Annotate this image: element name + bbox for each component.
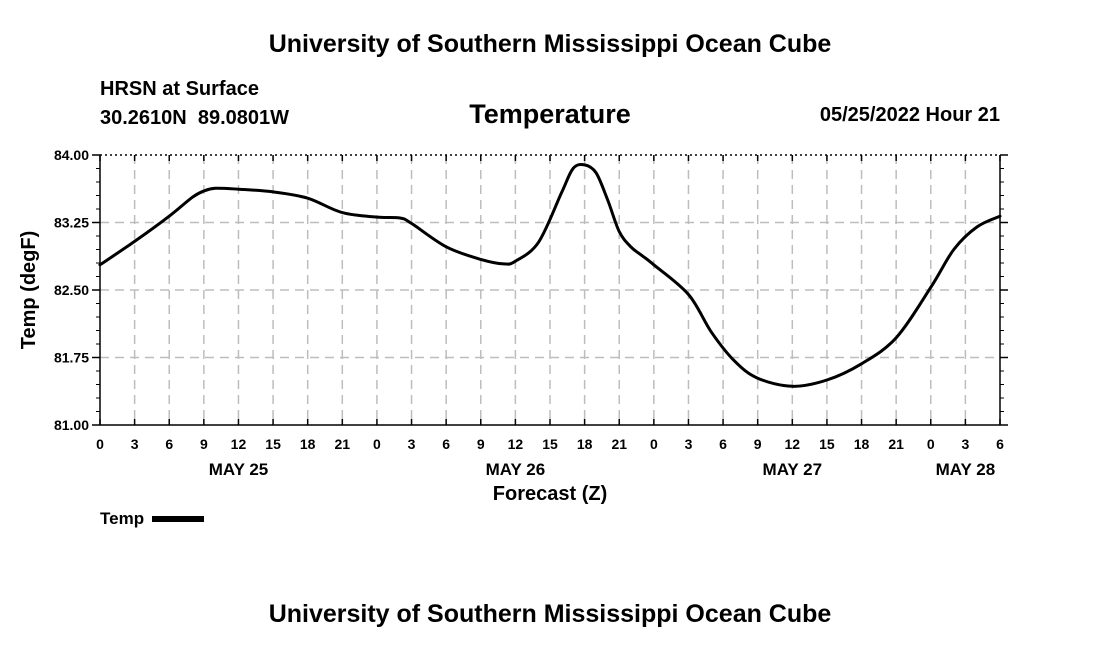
x-tick-label: 15 xyxy=(819,436,835,452)
x-tick-label: 9 xyxy=(754,436,762,452)
temp-series-line xyxy=(98,163,1002,388)
x-tick-label: 0 xyxy=(96,436,104,452)
y-tick-label: 81.75 xyxy=(54,350,89,366)
day-label: MAY 26 xyxy=(486,460,546,479)
series-layer xyxy=(98,163,1002,388)
x-tick-label: 21 xyxy=(611,436,627,452)
day-label: MAY 27 xyxy=(763,460,823,479)
y-tick-label: 81.00 xyxy=(54,417,89,433)
x-tick-label: 0 xyxy=(650,436,658,452)
x-axis-label: Forecast (Z) xyxy=(493,483,607,505)
x-tick-label: 12 xyxy=(508,436,524,452)
x-tick-label: 15 xyxy=(542,436,558,452)
station-name: HRSN at Surface xyxy=(100,78,259,100)
org-title-top: University of Southern Mississippi Ocean… xyxy=(268,30,832,58)
legend-label: Temp xyxy=(100,509,145,528)
forecast-datetime: 05/25/2022 Hour 21 xyxy=(819,104,1000,126)
x-tick-label: 12 xyxy=(785,436,801,452)
x-tick-label: 18 xyxy=(577,436,593,452)
x-tick-label: 3 xyxy=(408,436,416,452)
day-label: MAY 25 xyxy=(209,460,269,479)
x-tick-label: 3 xyxy=(131,436,139,452)
x-tick-label: 18 xyxy=(300,436,316,452)
x-tick-label: 0 xyxy=(373,436,381,452)
day-label: MAY 28 xyxy=(936,460,996,479)
x-tick-label: 9 xyxy=(477,436,485,452)
grid-layer xyxy=(100,155,1000,425)
x-tick-label: 6 xyxy=(719,436,727,452)
y-tick-label: 82.50 xyxy=(54,282,89,298)
y-tick-label: 84.00 xyxy=(54,147,89,163)
x-tick-label: 12 xyxy=(231,436,247,452)
y-axis-label: Temp (degF) xyxy=(18,231,40,350)
legend: Temp xyxy=(100,509,205,529)
chart-title: Temperature xyxy=(469,99,631,129)
x-tick-label: 6 xyxy=(442,436,450,452)
x-tick-label: 6 xyxy=(165,436,173,452)
x-tick-label: 21 xyxy=(335,436,351,452)
station-info: HRSN at Surface 30.2610N 89.0801W xyxy=(100,75,289,133)
x-tick-label: 6 xyxy=(996,436,1004,452)
x-tick-label: 0 xyxy=(927,436,935,452)
x-tick-label: 9 xyxy=(200,436,208,452)
axis-layer: 81.00 81.75 82.50 83.25 84.00 0 3 6 9 12 15 18 21 0 3 6… xyxy=(54,147,1008,479)
y-tick-label: 83.25 xyxy=(54,215,89,231)
x-tick-label: 18 xyxy=(854,436,870,452)
org-title-bottom: University of Southern Mississippi Ocean… xyxy=(268,600,832,628)
x-tick-label: 21 xyxy=(888,436,904,452)
station-coords: 30.2610N 89.0801W xyxy=(100,107,290,129)
legend-line-swatch xyxy=(152,516,205,522)
x-tick-label: 3 xyxy=(961,436,969,452)
x-tick-label: 3 xyxy=(685,436,693,452)
x-tick-label: 15 xyxy=(265,436,281,452)
